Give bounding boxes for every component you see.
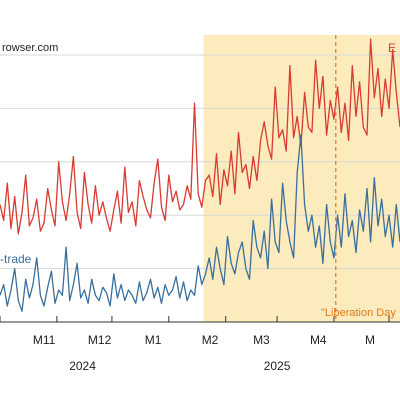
month-tick-label: M2 [202, 333, 219, 347]
source-text: rowser.com [2, 42, 58, 54]
series-label-2: -trade [0, 252, 32, 266]
month-tick-label: M1 [145, 333, 162, 347]
year-label: 2025 [264, 359, 291, 373]
liberation-day-label: "Liberation Day [321, 307, 396, 319]
month-tick-label: M12 [88, 333, 112, 347]
series-label-1: E [388, 41, 396, 55]
series-lines [0, 38, 400, 312]
series-line-2 [0, 134, 400, 312]
year-label: 2024 [69, 359, 96, 373]
month-tick-label: M [365, 333, 375, 347]
month-tick-label: M3 [253, 333, 270, 347]
month-tick-label: M11 [33, 333, 56, 347]
x-axis: 0M11M12M1M2M3M4M20242025 [0, 316, 400, 373]
month-tick-label: M4 [310, 333, 327, 347]
series-line-1 [0, 38, 400, 235]
